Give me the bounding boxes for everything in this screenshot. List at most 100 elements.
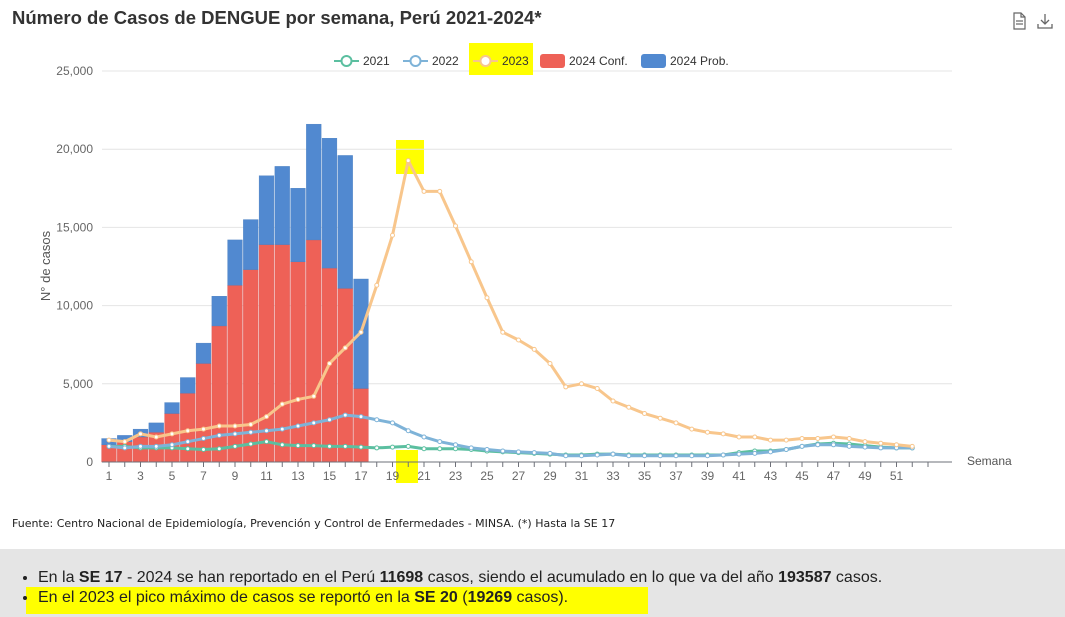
point-2022 <box>846 443 852 449</box>
point-2022 <box>642 453 647 459</box>
x-tick-label: 47 <box>827 469 841 483</box>
x-tick-label: 17 <box>354 469 368 483</box>
point-2022 <box>248 429 254 435</box>
point-2023 <box>705 429 710 435</box>
point-2023 <box>468 259 474 265</box>
point-2023 <box>642 411 647 417</box>
point-2023 <box>594 385 600 391</box>
bar-2024-prob <box>164 402 180 414</box>
point-2022 <box>311 420 317 426</box>
point-2022 <box>295 423 301 429</box>
point-2021 <box>264 439 269 445</box>
point-2022 <box>453 442 458 448</box>
x-tick-label: 21 <box>417 469 431 483</box>
summary-item-2024: En la SE 17 - 2024 se han reportado en e… <box>38 568 882 588</box>
point-2022 <box>563 453 569 459</box>
bar-2024-conf <box>290 261 306 463</box>
point-2023 <box>201 426 206 432</box>
point-2023 <box>453 223 458 229</box>
x-tick-label: 3 <box>137 469 144 483</box>
legend-swatch-2024Conf <box>540 54 565 68</box>
point-2022 <box>437 439 443 445</box>
point-2021 <box>201 446 206 452</box>
point-2023 <box>531 346 537 352</box>
x-tick-label: 39 <box>701 469 715 483</box>
point-2023 <box>815 436 821 442</box>
text: casos, siendo el acumulado en lo que va … <box>423 569 779 586</box>
point-2021 <box>216 446 222 452</box>
text: En la <box>38 569 79 586</box>
point-2023 <box>894 442 899 448</box>
bar-2024-conf <box>306 239 322 463</box>
point-2021 <box>295 443 301 449</box>
point-2022 <box>500 448 506 454</box>
legend-label: 2022 <box>432 54 459 68</box>
x-tick-label: 11 <box>260 469 273 483</box>
point-2023 <box>484 295 490 301</box>
legend-label: 2023 <box>502 54 529 68</box>
point-2022 <box>390 420 395 426</box>
point-2022 <box>405 428 411 434</box>
point-2022 <box>878 445 884 451</box>
point-2023 <box>610 398 616 404</box>
point-2023 <box>626 404 632 410</box>
point-2022 <box>122 445 128 451</box>
peak-cases-value: 19269 <box>467 589 513 606</box>
text: casos. <box>831 569 883 586</box>
text: - 2024 se han reportado en el Perú <box>122 569 380 586</box>
x-axis-label: Semana <box>967 454 1012 468</box>
point-2022 <box>264 428 269 434</box>
peak-highlight-box <box>396 140 424 174</box>
point-2022 <box>594 452 600 458</box>
document-icon[interactable] <box>1011 12 1027 30</box>
bar-2024-prob <box>337 155 353 289</box>
point-2022 <box>610 451 616 457</box>
legend-label: 2021 <box>363 54 390 68</box>
point-2023 <box>248 421 254 427</box>
point-2023 <box>516 337 521 343</box>
text: ( <box>457 589 468 606</box>
legend-2023-highlight <box>469 43 533 75</box>
week20-highlight-box <box>396 450 418 483</box>
point-2022 <box>579 453 584 459</box>
x-tick-label: 9 <box>232 469 239 483</box>
point-2022 <box>468 445 474 451</box>
download-icon[interactable] <box>1037 12 1053 30</box>
point-2022 <box>201 436 206 442</box>
point-2023 <box>657 415 663 421</box>
bar-2024-prob <box>290 188 306 263</box>
x-tick-label: 29 <box>543 469 557 483</box>
point-2022 <box>153 443 159 449</box>
point-2021 <box>327 443 332 449</box>
x-tick-label: 51 <box>890 469 904 483</box>
point-2021 <box>405 443 411 449</box>
point-2021 <box>437 446 443 452</box>
x-tick-label: 5 <box>169 469 176 483</box>
text: casos). <box>512 589 569 606</box>
bar-2024-prob <box>321 138 338 269</box>
x-tick-label: 19 <box>386 469 400 483</box>
x-tick-label: 35 <box>638 469 652 483</box>
point-2022 <box>815 442 821 448</box>
point-2022 <box>374 417 380 423</box>
point-2023 <box>232 423 238 429</box>
legend-label: 2024 Prob. <box>670 54 729 68</box>
chart-title: Número de Casos de DENGUE por semana, Pe… <box>12 7 542 28</box>
point-2023 <box>421 188 427 194</box>
line-series-2022 <box>108 413 913 458</box>
point-2023 <box>831 434 836 440</box>
summary-item-2023-peak: En el 2023 el pico máximo de casos se re… <box>38 588 882 608</box>
point-2022 <box>657 453 663 459</box>
point-2023 <box>279 401 285 407</box>
point-2022 <box>279 426 285 432</box>
legend-marker-2022 <box>409 55 422 67</box>
point-2022 <box>783 446 789 452</box>
point-2023 <box>138 431 143 437</box>
bar-2024-prob <box>227 239 243 286</box>
bar-2024-prob <box>180 377 196 394</box>
bar-2024-conf <box>353 388 369 463</box>
point-2021 <box>453 446 458 452</box>
point-2023 <box>437 188 443 194</box>
y-tick-label: 5,000 <box>63 377 93 391</box>
week-value: SE 17 <box>78 569 123 586</box>
